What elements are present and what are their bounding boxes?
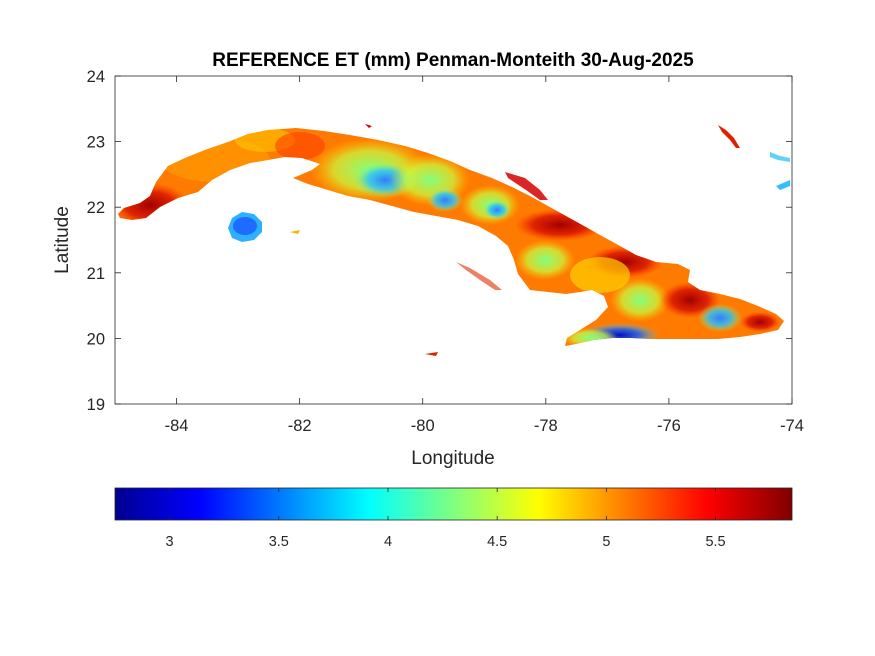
cay bbox=[290, 230, 300, 234]
y-axis-label: Latitude bbox=[52, 206, 73, 274]
cay bbox=[456, 262, 502, 290]
x-tick-label: -80 bbox=[411, 417, 435, 435]
x-tick-label: -76 bbox=[657, 417, 681, 435]
cay bbox=[776, 180, 790, 190]
cay bbox=[718, 125, 740, 148]
x-axis: -84 -82 -80 -78 -76 -74 bbox=[165, 76, 804, 435]
cay bbox=[425, 352, 438, 356]
y-axis: 19 20 21 22 23 24 bbox=[87, 68, 792, 414]
y-tick-label: 22 bbox=[87, 199, 105, 217]
cay bbox=[365, 124, 372, 128]
y-tick-label: 24 bbox=[87, 68, 105, 86]
map-axes bbox=[114, 75, 793, 405]
colorbar-tick-label: 4 bbox=[384, 534, 392, 550]
y-tick-label: 23 bbox=[87, 134, 105, 152]
cay bbox=[770, 152, 790, 162]
colorbar-tick-label: 5 bbox=[602, 534, 610, 550]
cay bbox=[505, 172, 548, 200]
colorbar-tick-label: 3.5 bbox=[269, 534, 289, 550]
y-tick-label: 21 bbox=[87, 265, 105, 283]
colorbar-gradient bbox=[114, 487, 793, 521]
y-tick-label: 19 bbox=[87, 396, 105, 414]
colorbar-tick-label: 3 bbox=[166, 534, 174, 550]
x-tick-label: -78 bbox=[534, 417, 558, 435]
x-tick-label: -82 bbox=[288, 417, 312, 435]
x-tick-label: -74 bbox=[780, 417, 804, 435]
map-data-layer bbox=[118, 124, 790, 356]
x-tick-label: -84 bbox=[165, 417, 189, 435]
colorbar-tick-label: 5.5 bbox=[705, 534, 725, 550]
colorbar: 3 3.5 4 4.5 5 5.5 bbox=[114, 487, 793, 550]
map-title: REFERENCE ET (mm) Penman-Monteith 30-Aug… bbox=[212, 50, 694, 71]
y-tick-label: 20 bbox=[87, 330, 105, 348]
x-axis-label: Longitude bbox=[411, 448, 494, 469]
colorbar-tick-label: 4.5 bbox=[487, 534, 507, 550]
